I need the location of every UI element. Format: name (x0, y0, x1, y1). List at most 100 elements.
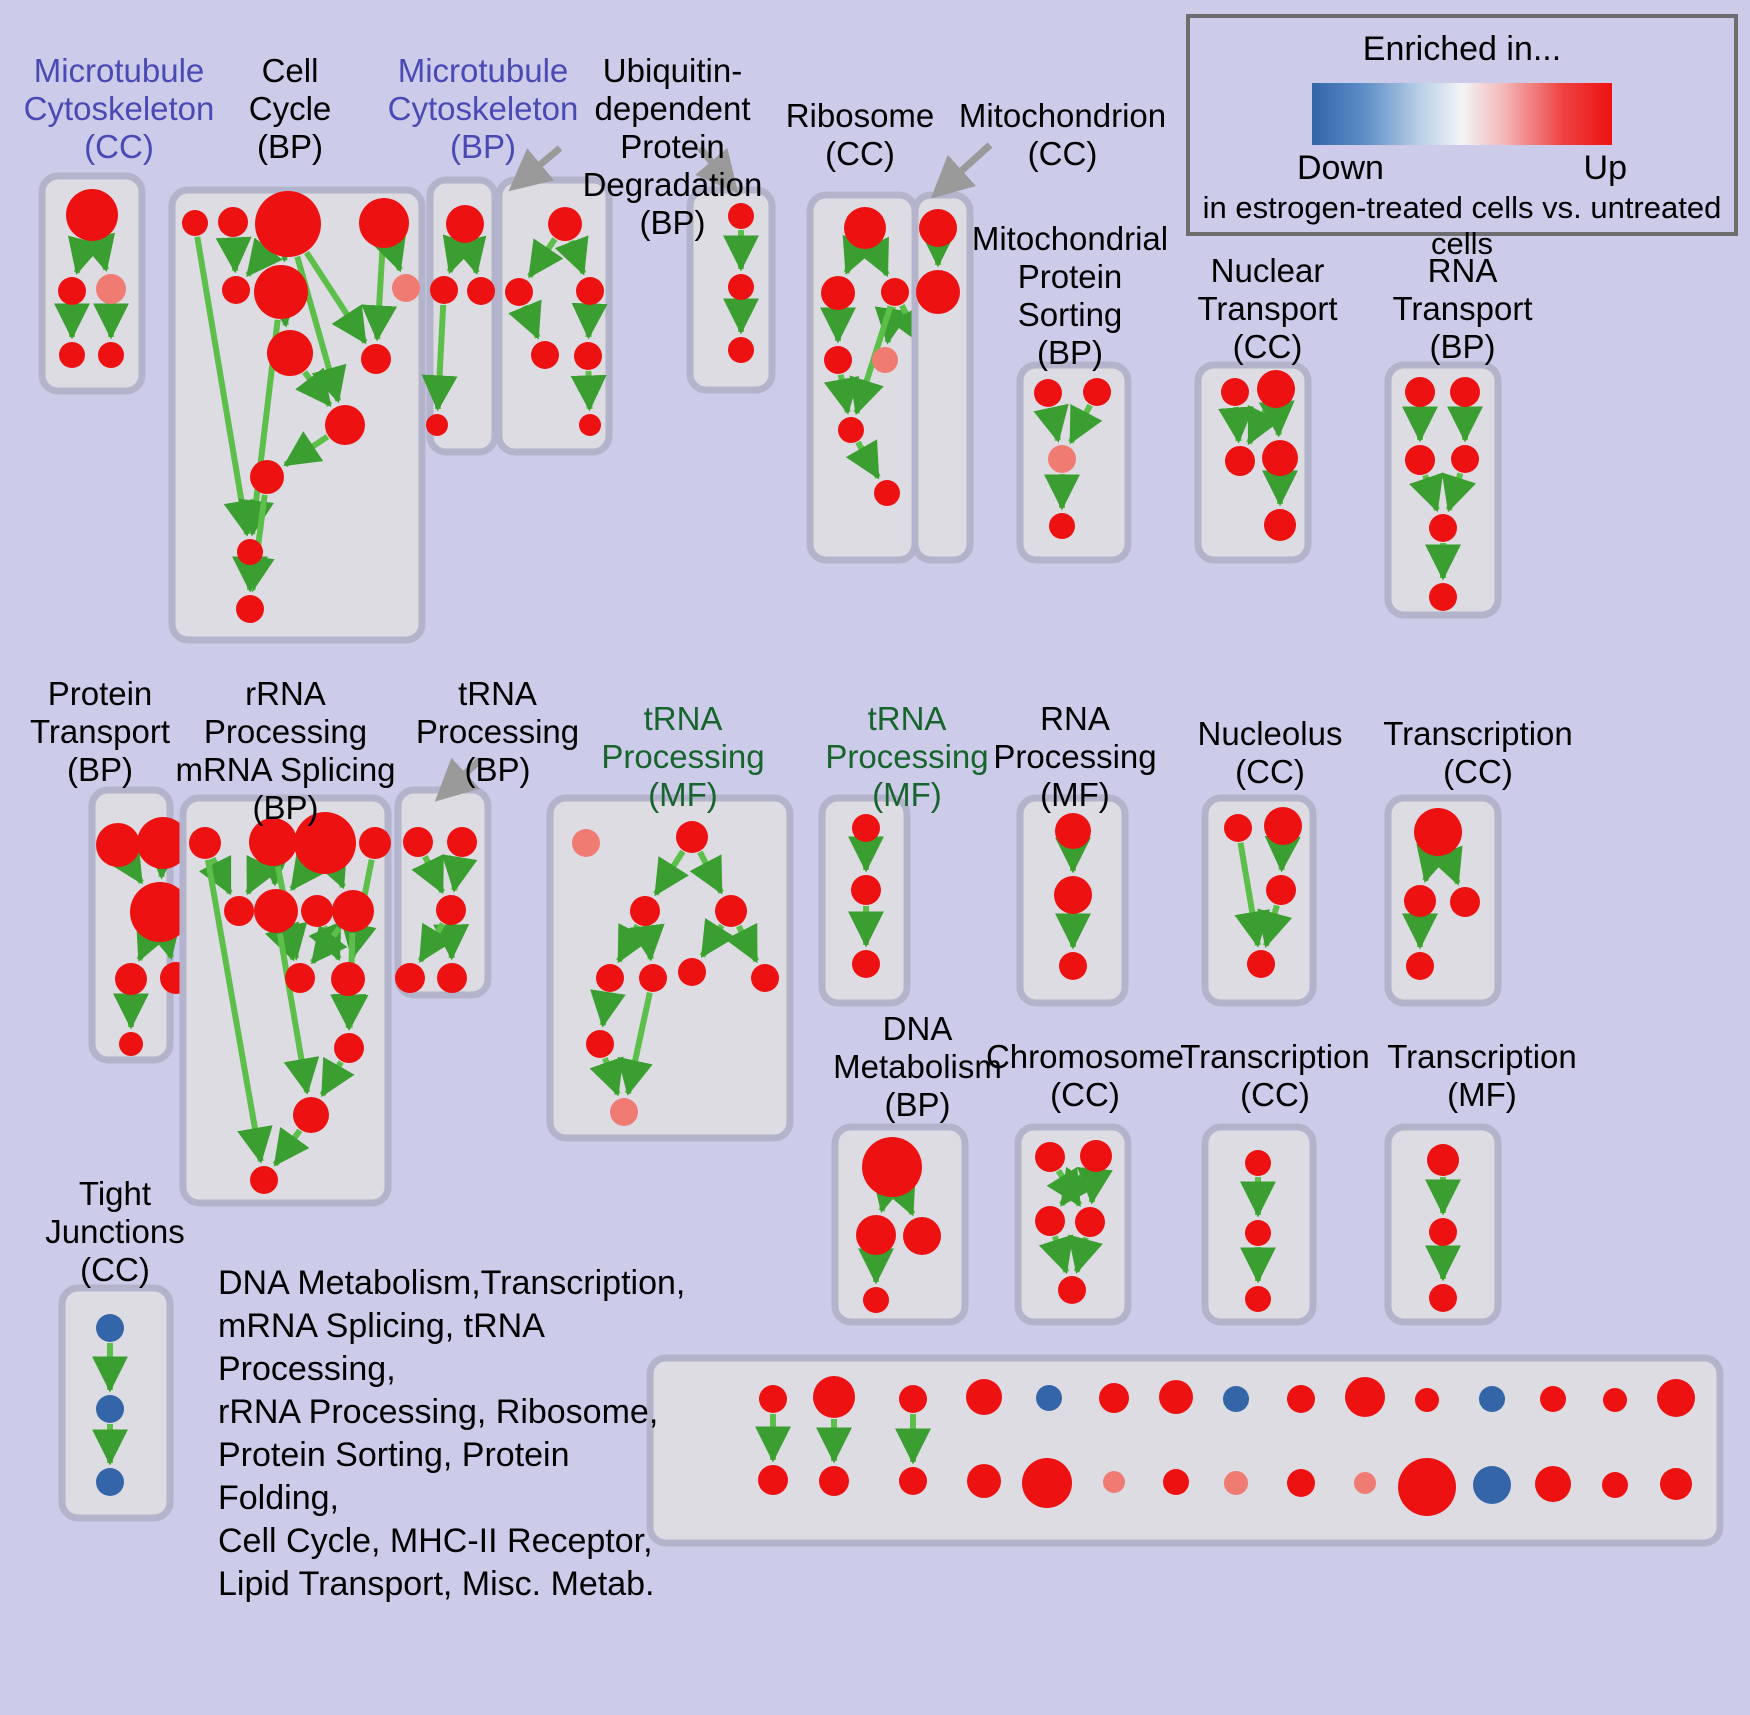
gene-node[interactable] (676, 821, 708, 853)
gene-node[interactable] (1404, 885, 1436, 917)
gene-node[interactable] (899, 1467, 927, 1495)
gene-node[interactable] (1022, 1458, 1072, 1508)
gene-node[interactable] (267, 330, 313, 376)
gene-node[interactable] (1266, 875, 1296, 905)
gene-node[interactable] (96, 1395, 124, 1423)
gene-node[interactable] (813, 1376, 855, 1418)
gene-node[interactable] (1264, 807, 1302, 845)
gene-node[interactable] (1083, 378, 1111, 406)
gene-node[interactable] (426, 414, 448, 436)
gene-node[interactable] (96, 1314, 124, 1342)
gene-node[interactable] (630, 896, 660, 926)
gene-node[interactable] (1535, 1466, 1571, 1502)
gene-node[interactable] (1099, 1383, 1129, 1413)
gene-node[interactable] (254, 265, 308, 319)
gene-node[interactable] (863, 1287, 889, 1313)
gene-node[interactable] (189, 827, 221, 859)
gene-node[interactable] (610, 1098, 638, 1126)
gene-node[interactable] (852, 950, 880, 978)
gene-node[interactable] (1602, 1472, 1628, 1498)
gene-node[interactable] (1479, 1386, 1505, 1412)
gene-node[interactable] (548, 207, 582, 241)
gene-node[interactable] (751, 964, 779, 992)
gene-node[interactable] (1451, 445, 1479, 473)
gene-node[interactable] (59, 342, 85, 368)
gene-node[interactable] (98, 342, 124, 368)
gene-node[interactable] (96, 823, 140, 867)
gene-node[interactable] (728, 274, 754, 300)
gene-node[interactable] (250, 460, 284, 494)
gene-node[interactable] (1345, 1377, 1385, 1417)
gene-node[interactable] (1034, 379, 1062, 407)
gene-node[interactable] (1058, 1276, 1086, 1304)
gene-node[interactable] (1429, 583, 1457, 611)
gene-node[interactable] (572, 829, 600, 857)
gene-node[interactable] (222, 276, 250, 304)
gene-node[interactable] (576, 277, 604, 305)
gene-node[interactable] (852, 814, 880, 842)
gene-node[interactable] (467, 277, 495, 305)
gene-node[interactable] (824, 346, 852, 374)
gene-node[interactable] (1264, 509, 1296, 541)
gene-node[interactable] (249, 818, 297, 866)
gene-node[interactable] (58, 277, 86, 305)
gene-node[interactable] (436, 895, 466, 925)
gene-node[interactable] (872, 347, 898, 373)
gene-node[interactable] (430, 276, 458, 304)
gene-node[interactable] (447, 827, 477, 857)
gene-node[interactable] (1245, 1286, 1271, 1312)
gene-node[interactable] (1415, 1388, 1439, 1412)
gene-node[interactable] (1035, 1142, 1065, 1172)
gene-node[interactable] (1245, 1220, 1271, 1246)
gene-node[interactable] (1225, 446, 1255, 476)
gene-node[interactable] (856, 1215, 896, 1255)
gene-node[interactable] (715, 895, 747, 927)
gene-node[interactable] (1103, 1471, 1125, 1493)
gene-node[interactable] (967, 1464, 1001, 1498)
gene-node[interactable] (881, 278, 909, 306)
gene-node[interactable] (334, 1033, 364, 1063)
gene-node[interactable] (862, 1137, 922, 1197)
gene-node[interactable] (446, 205, 484, 243)
gene-node[interactable] (1450, 377, 1480, 407)
gene-node[interactable] (1075, 1207, 1105, 1237)
gene-node[interactable] (1540, 1386, 1566, 1412)
gene-node[interactable] (331, 962, 365, 996)
gene-node[interactable] (236, 595, 264, 623)
gene-node[interactable] (250, 1166, 278, 1194)
gene-node[interactable] (916, 270, 960, 314)
gene-node[interactable] (1405, 377, 1435, 407)
gene-node[interactable] (1036, 1385, 1062, 1411)
gene-node[interactable] (759, 1385, 787, 1413)
gene-node[interactable] (1660, 1468, 1692, 1500)
gene-node[interactable] (115, 963, 147, 995)
gene-node[interactable] (1059, 952, 1087, 980)
gene-node[interactable] (437, 963, 467, 993)
gene-node[interactable] (237, 539, 263, 565)
gene-node[interactable] (1287, 1385, 1315, 1413)
gene-node[interactable] (1287, 1469, 1315, 1497)
gene-node[interactable] (301, 895, 333, 927)
gene-node[interactable] (1159, 1380, 1193, 1414)
gene-node[interactable] (966, 1379, 1002, 1415)
gene-node[interactable] (1657, 1379, 1695, 1417)
gene-node[interactable] (1257, 370, 1295, 408)
gene-node[interactable] (403, 827, 433, 857)
gene-node[interactable] (359, 198, 409, 248)
gene-node[interactable] (1223, 1386, 1249, 1412)
gene-node[interactable] (874, 480, 900, 506)
gene-node[interactable] (1247, 950, 1275, 978)
gene-node[interactable] (130, 882, 190, 942)
gene-node[interactable] (505, 278, 533, 306)
gene-node[interactable] (1048, 445, 1076, 473)
gene-node[interactable] (218, 207, 248, 237)
gene-node[interactable] (1405, 445, 1435, 475)
gene-node[interactable] (1429, 1284, 1457, 1312)
gene-node[interactable] (1245, 1150, 1271, 1176)
gene-node[interactable] (844, 207, 886, 249)
gene-node[interactable] (1429, 514, 1457, 542)
gene-node[interactable] (596, 964, 624, 992)
gene-node[interactable] (96, 274, 126, 304)
gene-node[interactable] (819, 1466, 849, 1496)
gene-node[interactable] (137, 817, 189, 869)
